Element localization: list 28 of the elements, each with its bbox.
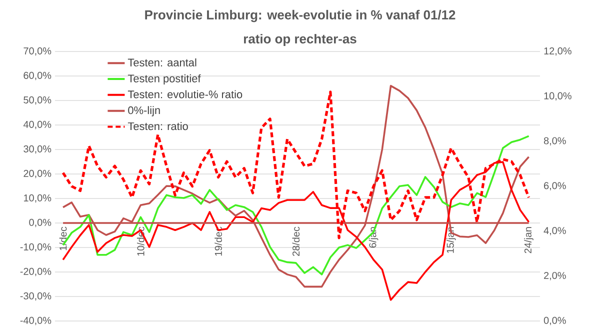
y-tick-label: -10,0% <box>20 243 52 252</box>
x-tick-label: 28/dec <box>292 226 300 256</box>
y-tick-label: 70,0% <box>24 47 52 56</box>
chart-subtitle: ratio op rechter-as <box>244 34 356 46</box>
y-tick-label: -40,0% <box>20 316 52 326</box>
y-tick-label: -20,0% <box>20 268 52 276</box>
y-tick-label: 50,0% <box>24 96 52 105</box>
y2-tick-label: 2,0% <box>544 272 566 280</box>
legend-label: Testen postitief <box>128 74 201 84</box>
y2-tick-label: 0,0% <box>544 316 566 326</box>
y-tick-label: 40,0% <box>23 120 52 130</box>
y-tick-label: -30,0% <box>20 292 52 301</box>
legend-label: Testen: evolutie-% ratio <box>128 90 242 98</box>
y2-tick-label: 6,0% <box>544 182 566 190</box>
y-tick-label: 10,0% <box>24 194 52 203</box>
chart-title: Provincie Limburg: week-evolutie in % vanaf 01/12 <box>145 10 456 22</box>
legend-label: Testen: ratio <box>128 122 188 130</box>
y-tick-label: 0,0% <box>29 218 52 228</box>
y2-tick-label: 12,0% <box>544 47 572 56</box>
legend-label: 0%-lijn <box>128 106 160 116</box>
y-tick-label: 60,0% <box>24 72 52 80</box>
y-tick-label: 20,0% <box>24 170 52 178</box>
legend-label: Testen: aantal <box>128 58 196 66</box>
y-tick-label: 30,0% <box>24 145 52 154</box>
x-tick-label: 24/jan <box>524 227 534 254</box>
y2-tick-label: 8,0% <box>544 137 566 146</box>
y2-tick-label: 4,0% <box>544 227 566 236</box>
y2-tick-label: 10,0% <box>544 92 572 101</box>
